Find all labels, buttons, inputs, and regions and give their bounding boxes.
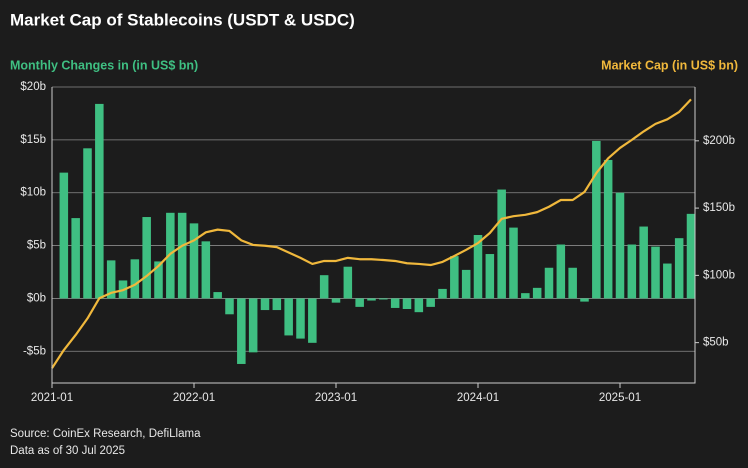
bar [319,275,329,299]
plot-frame [51,87,696,384]
bar [556,244,566,299]
x-tick-label: 2023-01 [315,392,357,404]
y-tick-label: $0b [27,292,46,304]
bar [615,192,625,299]
bar [95,103,104,299]
y-tick-label: -$5b [23,345,46,357]
x-tick-label: 2024-01 [457,392,499,404]
bar [225,298,234,315]
bar [568,267,577,299]
bar [272,298,282,311]
bar [260,298,270,311]
bar [343,266,353,299]
x-tick-label: 2021-01 [31,392,73,404]
bar [248,298,258,353]
x-tick-label: 2025-01 [599,392,641,404]
y-tick-label: $15b [20,134,46,146]
bar [485,254,495,299]
bar [379,298,388,300]
bar [686,213,696,299]
bar [663,263,672,299]
bar [106,260,116,299]
bar [296,298,305,339]
y-axis-label: Monthly Changes in (in US$ bn) [10,58,198,72]
bar [213,292,222,299]
bar [438,288,447,299]
bar [532,287,542,299]
bar [177,212,187,299]
y2-tick-label: $100b [703,269,735,281]
bar [142,217,151,299]
y-tick-label: $5b [27,240,46,252]
bar [71,218,80,299]
y2-axis-label: Market Cap (in US$ bn) [601,58,738,72]
y-tick-label: $10b [20,187,46,199]
bar [544,267,554,299]
bar [367,298,376,301]
bar [154,261,163,299]
note: Data as of 30 Jul 2025 [10,445,125,457]
y2-tick-label: $150b [703,202,735,214]
bar [130,259,140,299]
bar [414,298,424,313]
chart-title: Market Cap of Stablecoins (USDT & USDC) [10,10,355,29]
bar [402,298,412,309]
bar [450,256,459,299]
bar [426,298,435,307]
bar [59,172,69,299]
bar [592,140,601,299]
bar [390,298,400,308]
bar [473,235,483,299]
y2-tick-label: $200b [703,135,735,147]
bar [83,148,92,299]
bar [497,189,506,299]
bar [284,298,293,336]
y2-tick-label: $50b [703,337,729,349]
bar [674,238,684,299]
bar [651,246,660,299]
bar [639,226,648,299]
bar [627,244,637,299]
source: Source: CoinEx Research, DefiLlama [10,428,201,440]
bar [509,227,518,299]
bar [166,212,175,299]
y-tick-label: $20b [20,81,46,93]
bar [308,298,317,343]
bar [189,223,199,299]
bar [201,241,211,299]
line [51,98,692,369]
bar [237,298,246,364]
bar [580,298,589,302]
x-tick-label: 2022-01 [173,392,215,404]
bar [521,293,530,299]
bar [331,298,341,303]
bar [603,159,613,299]
bar [355,298,364,307]
bar [461,269,471,299]
